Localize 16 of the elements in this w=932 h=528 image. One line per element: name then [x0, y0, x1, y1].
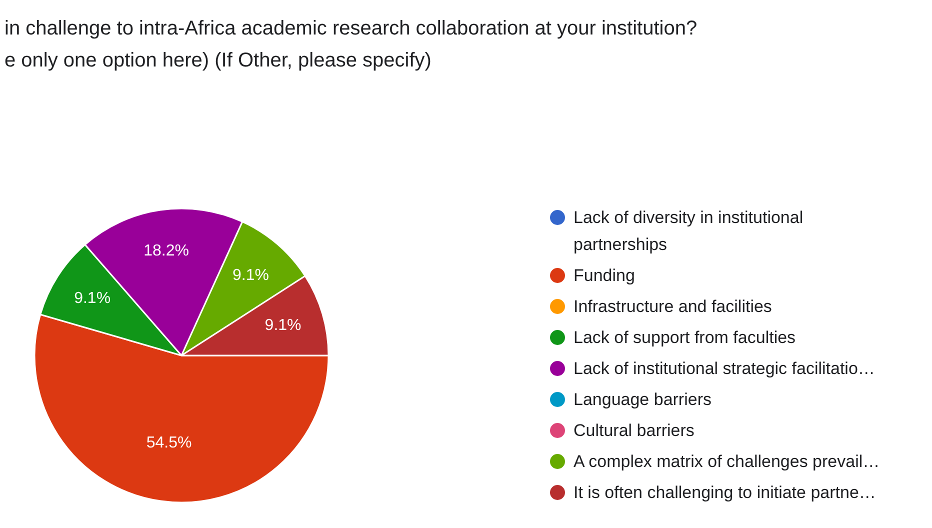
- legend-label: It is often challenging to initiate partne…: [574, 483, 876, 502]
- chart-subtitle: e only one option here) (If Other, please specify): [4, 50, 432, 72]
- legend-label: Infrastructure and facilities: [574, 297, 772, 316]
- legend-label: A complex matrix of challenges prevail…: [574, 452, 880, 471]
- data-label: 18.2%: [144, 242, 189, 260]
- legend-label: Funding: [574, 266, 635, 285]
- legend-label: Cultural barriers: [574, 421, 694, 440]
- data-label: 9.1%: [74, 290, 111, 308]
- legend-label: Lack of institutional strategic facilitatio…: [574, 359, 875, 378]
- data-label: 9.1%: [232, 266, 269, 284]
- data-label: 54.5%: [146, 434, 192, 452]
- legend-label: Lack of diversity in institutional partnerships: [574, 208, 804, 254]
- data-label: 9.1%: [264, 317, 302, 334]
- chart-title: in challenge to intra-Africa academic research collaboration at your institution?: [4, 18, 698, 40]
- legend-label: Language barriers: [574, 390, 712, 409]
- legend-label: Lack of support from faculties: [574, 328, 796, 347]
